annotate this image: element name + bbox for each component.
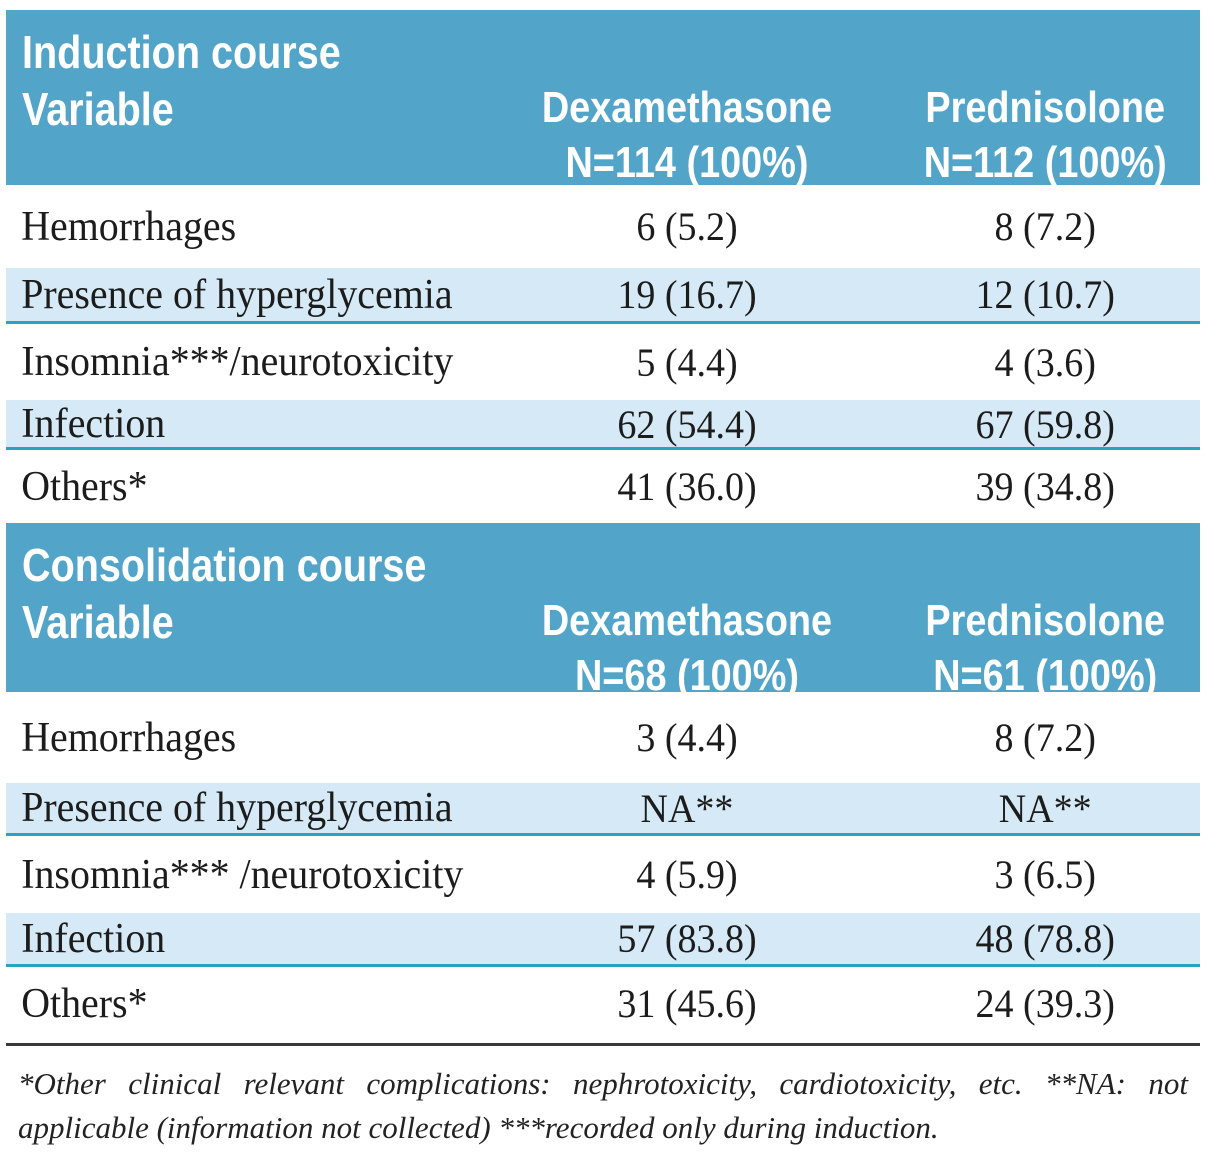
row-value-prednisolone: 8 (7.2) (994, 204, 1096, 249)
induction-header-left: Induction course Variable (6, 24, 484, 190)
row-value-dexamethasone: 3 (4.4) (635, 715, 738, 760)
consolidation-header-left: Consolidation course Variable (6, 537, 484, 703)
table-row-hyperglycemia: Presence of hyperglycemia NA** NA** (6, 783, 1200, 836)
row-value-dexamethasone: 19 (16.7) (616, 272, 757, 317)
table-row-insomnia: Insomnia***/neurotoxicity 5 (4.4) 4 (3.6… (6, 324, 1200, 400)
induction-section-header: Induction course Variable Dexamethasone … (6, 10, 1200, 187)
column-header-dexamethasone: Dexamethasone N=68 (100%) (484, 537, 890, 703)
sample-size: N=61 (100%) (932, 651, 1157, 700)
row-label: Insomnia***/neurotoxicity (21, 339, 454, 385)
drug-name: Prednisolone (924, 596, 1165, 645)
row-value-prednisolone: 24 (39.3) (975, 981, 1115, 1026)
column-header-prednisolone: Prednisolone N=112 (100%) (890, 24, 1200, 190)
row-label: Others* (21, 980, 148, 1027)
sample-size: N=68 (100%) (574, 651, 799, 700)
consolidation-section-header: Consolidation course Variable Dexamethas… (6, 523, 1200, 700)
column-header-prednisolone: Prednisolone N=61 (100%) (890, 537, 1200, 703)
row-label: Presence of hyperglycemia (21, 271, 453, 318)
row-value-dexamethasone: 4 (5.9) (635, 852, 738, 897)
variable-column-label: Variable (22, 596, 174, 648)
variable-column-label: Variable (22, 83, 174, 135)
row-value-prednisolone: 8 (7.2) (994, 715, 1096, 760)
row-label: Hemorrhages (21, 714, 237, 761)
row-value-prednisolone: 3 (6.5) (994, 852, 1096, 897)
table-row-insomnia: Insomnia*** /neurotoxicity 4 (5.9) 3 (6.… (6, 836, 1200, 913)
row-value-dexamethasone: NA** (640, 785, 734, 831)
footnote-separator (6, 1043, 1200, 1046)
row-value-prednisolone: NA** (998, 785, 1092, 831)
row-value-prednisolone: 12 (10.7) (975, 272, 1115, 317)
table-row-others: Others* 31 (45.6) 24 (39.3) (6, 967, 1200, 1040)
table-row-infection: Infection 57 (83.8) 48 (78.8) (6, 913, 1200, 967)
row-value-dexamethasone: 6 (5.2) (635, 204, 738, 249)
table-footnote: *Other clinical relevant complications: … (18, 1066, 1188, 1145)
drug-name: Dexamethasone (541, 83, 832, 132)
row-value-dexamethasone: 62 (54.4) (616, 401, 757, 447)
sample-size: N=114 (100%) (565, 138, 809, 187)
row-value-prednisolone: 48 (78.8) (975, 916, 1115, 961)
table-row-hyperglycemia: Presence of hyperglycemia 19 (16.7) 12 (… (6, 268, 1200, 324)
row-value-prednisolone: 39 (34.8) (975, 464, 1115, 509)
row-value-prednisolone: 4 (3.6) (994, 339, 1096, 385)
section-title: Consolidation course (22, 539, 427, 591)
row-label: Others* (21, 463, 148, 510)
row-label: Infection (21, 915, 166, 962)
drug-name: Dexamethasone (541, 596, 832, 645)
sample-size: N=112 (100%) (923, 138, 1167, 187)
table-row-hemorrhages: Hemorrhages 6 (5.2) 8 (7.2) (6, 185, 1200, 268)
row-label: Infection (21, 401, 166, 447)
row-label: Hemorrhages (21, 203, 237, 250)
row-value-prednisolone: 67 (59.8) (975, 401, 1115, 447)
column-header-dexamethasone: Dexamethasone N=114 (100%) (484, 24, 890, 190)
section-title: Induction course (22, 26, 341, 78)
table-row-infection: Infection 62 (54.4) 67 (59.8) (6, 400, 1200, 450)
row-label: Presence of hyperglycemia (21, 785, 453, 831)
table-row-others: Others* 41 (36.0) 39 (34.8) (6, 450, 1200, 523)
table-row-hemorrhages: Hemorrhages 3 (4.4) 8 (7.2) (6, 692, 1200, 783)
row-value-dexamethasone: 57 (83.8) (616, 916, 757, 961)
drug-name: Prednisolone (924, 83, 1165, 132)
row-value-dexamethasone: 5 (4.4) (635, 339, 738, 385)
row-label: Insomnia*** /neurotoxicity (21, 851, 464, 898)
row-value-dexamethasone: 31 (45.6) (616, 981, 757, 1026)
row-value-dexamethasone: 41 (36.0) (616, 464, 757, 509)
